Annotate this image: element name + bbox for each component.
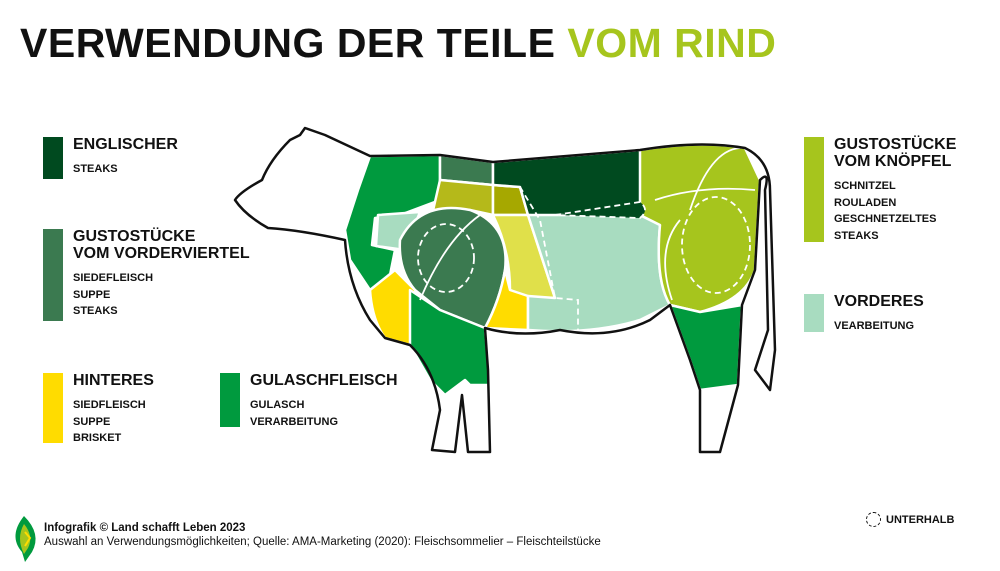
unterhalb-legend: UNTERHALB	[866, 512, 954, 527]
legend-title: VOM KNÖPFEL	[834, 153, 952, 170]
legend-swatch	[43, 229, 63, 321]
page-title: VERWENDUNG DER TEILE VOM RIND	[20, 20, 776, 67]
legend-item: BRISKET	[73, 432, 122, 444]
unterhalb-label: UNTERHALB	[886, 513, 955, 526]
legend-title: GUSTOSTÜCKE	[834, 136, 957, 153]
legend-item: STEAKS	[73, 163, 118, 175]
legend-vorderes: VORDERES VEARBEITUNG	[804, 293, 924, 335]
legend-knoepfel: GUSTOSTÜCKE VOM KNÖPFEL SCHNITZEL ROULADEN…	[804, 136, 957, 244]
legend-hinteres: HINTERES SIEDFLEISCH SUPPE BRISKET	[43, 372, 154, 447]
cow-outline	[233, 126, 777, 454]
legend-title: GUSTOSTÜCKE	[73, 228, 196, 245]
legend-item: GULASCH	[250, 399, 305, 411]
legend-item: VEARBEITUNG	[834, 320, 915, 332]
legend-title: GULASCHFLEISCH	[250, 372, 398, 389]
legend-item: SIEDFLEISCH	[73, 399, 146, 411]
legend-swatch	[804, 294, 824, 332]
legend-item: ROULADEN	[834, 196, 897, 209]
legend-swatch	[43, 137, 63, 179]
title-accent: VOM RIND	[567, 20, 777, 66]
region-gulasch-hindleg	[668, 303, 744, 392]
legend-item: STEAKS	[73, 305, 118, 317]
legend-swatch	[804, 137, 824, 242]
leaf-logo-icon	[15, 516, 36, 562]
legend-item: SUPPE	[73, 288, 111, 301]
footer-source: Auswahl an Verwendungsmöglichkeiten; Que…	[44, 536, 601, 548]
legend-title: ENGLISCHER	[73, 136, 178, 153]
legend-vorderviertel: GUSTOSTÜCKE VOM VORDERVIERTEL SIEDEFLEISC…	[43, 228, 250, 321]
region-gulasch-leg	[408, 288, 492, 397]
legend-swatch	[220, 373, 240, 427]
title-main: VERWENDUNG DER TEILE	[20, 20, 556, 66]
legend-item: SCHNITZEL	[834, 180, 896, 192]
footer: Infografik © Land schafft Leben 2023 Aus…	[44, 521, 601, 549]
legend-swatch	[43, 373, 63, 443]
dashed-circle-icon	[866, 512, 881, 527]
legend-item: SIEDEFLEISCH	[73, 272, 154, 284]
legend-title: VORDERES	[834, 293, 924, 310]
legend-item: SUPPE	[73, 415, 111, 428]
legend-title: VOM VORDERVIERTEL	[73, 245, 250, 262]
footer-credit: Infografik © Land schafft Leben 2023	[44, 522, 246, 534]
legend-englischer: ENGLISCHER STEAKS	[43, 136, 178, 179]
legend-item: VERARBEITUNG	[250, 415, 339, 428]
legend-gulasch: GULASCHFLEISCH GULASCH VERARBEITUNG	[220, 372, 398, 430]
legend-item: STEAKS	[834, 229, 879, 242]
legend-title: HINTERES	[73, 372, 154, 389]
legend-item: GESCHNETZELTES	[834, 213, 937, 225]
